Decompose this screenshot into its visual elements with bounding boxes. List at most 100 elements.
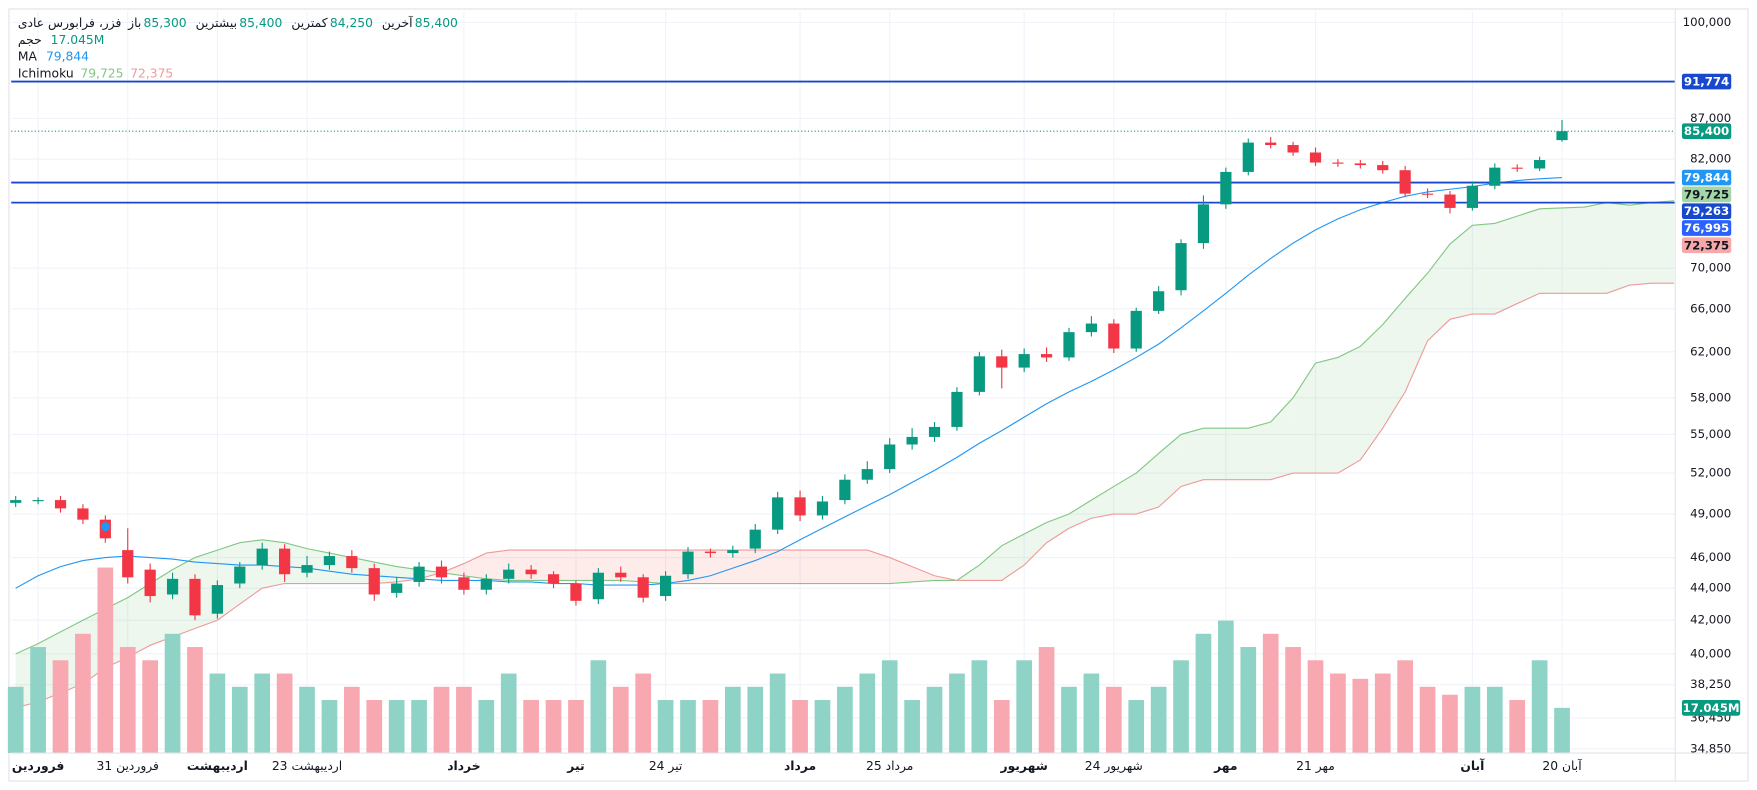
price-tag-label: 72,375 <box>1684 238 1729 252</box>
volume-bar <box>1330 673 1346 754</box>
candle-body <box>637 577 649 598</box>
volume-bar <box>590 660 607 754</box>
candle-body <box>54 500 67 509</box>
axes: 100,000 87,000 82,000 70,000 66,000 62,000 58,… <box>11 8 1749 782</box>
legend-text: آخرین <box>382 15 413 31</box>
y-tick-label: 87,000 <box>1690 111 1731 125</box>
y-tick-label: 82,000 <box>1690 152 1731 166</box>
cloud-segment <box>1270 397 1294 480</box>
volume-bar <box>1218 620 1234 754</box>
legend-text: Ichimoku <box>18 66 74 80</box>
candle-body <box>503 569 515 579</box>
cloud-segment <box>172 557 195 637</box>
candle-body <box>1444 194 1456 208</box>
cloud-segment <box>1203 428 1226 480</box>
price-tag <box>1681 73 1732 90</box>
x-tick-label: 23 اردیبهشت <box>272 759 342 774</box>
volume-bar <box>433 686 450 754</box>
cloud-segment <box>127 583 151 658</box>
volume-bar <box>1531 660 1548 754</box>
cloud-segment <box>1405 273 1428 392</box>
candle-body <box>682 551 694 575</box>
y-tick-label: 34,850 <box>1690 741 1731 755</box>
legend-text: 72,375 <box>130 66 173 80</box>
volume-bar <box>523 700 539 754</box>
x-tick-label: فروردین <box>12 759 65 773</box>
x-tick-label: مرداد <box>784 759 816 773</box>
volume-bar <box>231 686 248 754</box>
cloud-segment <box>1158 434 1182 508</box>
cloud-segment <box>979 545 1002 581</box>
volume <box>7 567 1570 754</box>
candle-body <box>749 529 761 549</box>
legend-text: 84,250 <box>330 16 373 30</box>
frame <box>8 8 1749 782</box>
legend-text: 79,844 <box>46 50 89 64</box>
cloud-segment <box>262 539 285 589</box>
candle-body <box>189 578 201 616</box>
candle-body <box>1108 323 1120 349</box>
candle-body <box>279 548 291 575</box>
volume-bar <box>119 647 136 754</box>
ma-line <box>15 176 1563 589</box>
volume-bar <box>1038 647 1055 754</box>
candle-body <box>861 469 873 480</box>
cloud-segment <box>1091 486 1114 519</box>
x-tick-label: اردیبهشت <box>187 759 248 773</box>
candle-body <box>1332 162 1344 164</box>
candle-body <box>1466 185 1478 208</box>
price-tag <box>1681 220 1732 236</box>
y-tick-label: 58,000 <box>1690 390 1731 404</box>
candle-body <box>1421 193 1434 195</box>
candle-body <box>1399 170 1411 194</box>
cloud-segment <box>1315 357 1338 474</box>
volume-bar <box>971 660 988 754</box>
legend-text: 79,725 <box>80 66 123 80</box>
y-tick-label: 44,000 <box>1690 581 1731 595</box>
candle-body <box>1175 243 1187 291</box>
candle-body <box>1085 323 1098 333</box>
candle-body <box>323 556 336 566</box>
cloud-segment <box>1024 522 1047 566</box>
volume-bar <box>1509 700 1526 754</box>
cloud-segment <box>912 566 935 582</box>
cloud-segment <box>463 553 487 579</box>
cloud-segment <box>1337 346 1361 474</box>
cloud-segment <box>1068 500 1092 529</box>
volume-bar <box>859 673 876 754</box>
price-tag-label: 79,725 <box>1684 187 1729 201</box>
volume-bar <box>926 686 943 754</box>
volume-bar <box>97 567 114 754</box>
volume-bar <box>1352 678 1369 754</box>
candle-body <box>1377 165 1389 171</box>
volume-bar <box>680 700 696 754</box>
candle-body <box>435 566 448 578</box>
legend-text: 85,400 <box>415 16 458 30</box>
cloud-segment <box>1629 202 1652 286</box>
volume-bar <box>1307 660 1324 754</box>
cloud-segment <box>822 550 845 584</box>
volume-bar <box>769 673 786 754</box>
cloud-segment <box>1494 216 1518 315</box>
candle-body <box>973 356 985 392</box>
price-tag-label: 91,774 <box>1684 75 1729 89</box>
candle-body <box>1153 291 1165 311</box>
price-tag-label: 85,400 <box>1684 124 1729 138</box>
y-tick-label: 62,000 <box>1690 344 1731 358</box>
x-tick-label: تیر <box>566 759 584 773</box>
candle-body <box>570 583 582 601</box>
volume-bar <box>187 647 203 754</box>
y-tick-label: 49,000 <box>1690 507 1731 521</box>
cloud-segment <box>1449 225 1473 320</box>
cloud-segment <box>1181 428 1204 487</box>
candle-body <box>1354 163 1366 166</box>
x-tick-label: 24 شهریور <box>1085 759 1143 774</box>
legend-text: بیشترین <box>196 16 237 31</box>
candle-body <box>816 501 829 516</box>
volume-bar <box>1262 633 1279 754</box>
cloud-segment <box>800 550 823 584</box>
volume-tag-label: 17.045M <box>1683 701 1740 715</box>
x-tick-label: 24 تیر <box>649 759 683 774</box>
volume-bar <box>500 673 517 754</box>
candle-body <box>413 566 425 582</box>
